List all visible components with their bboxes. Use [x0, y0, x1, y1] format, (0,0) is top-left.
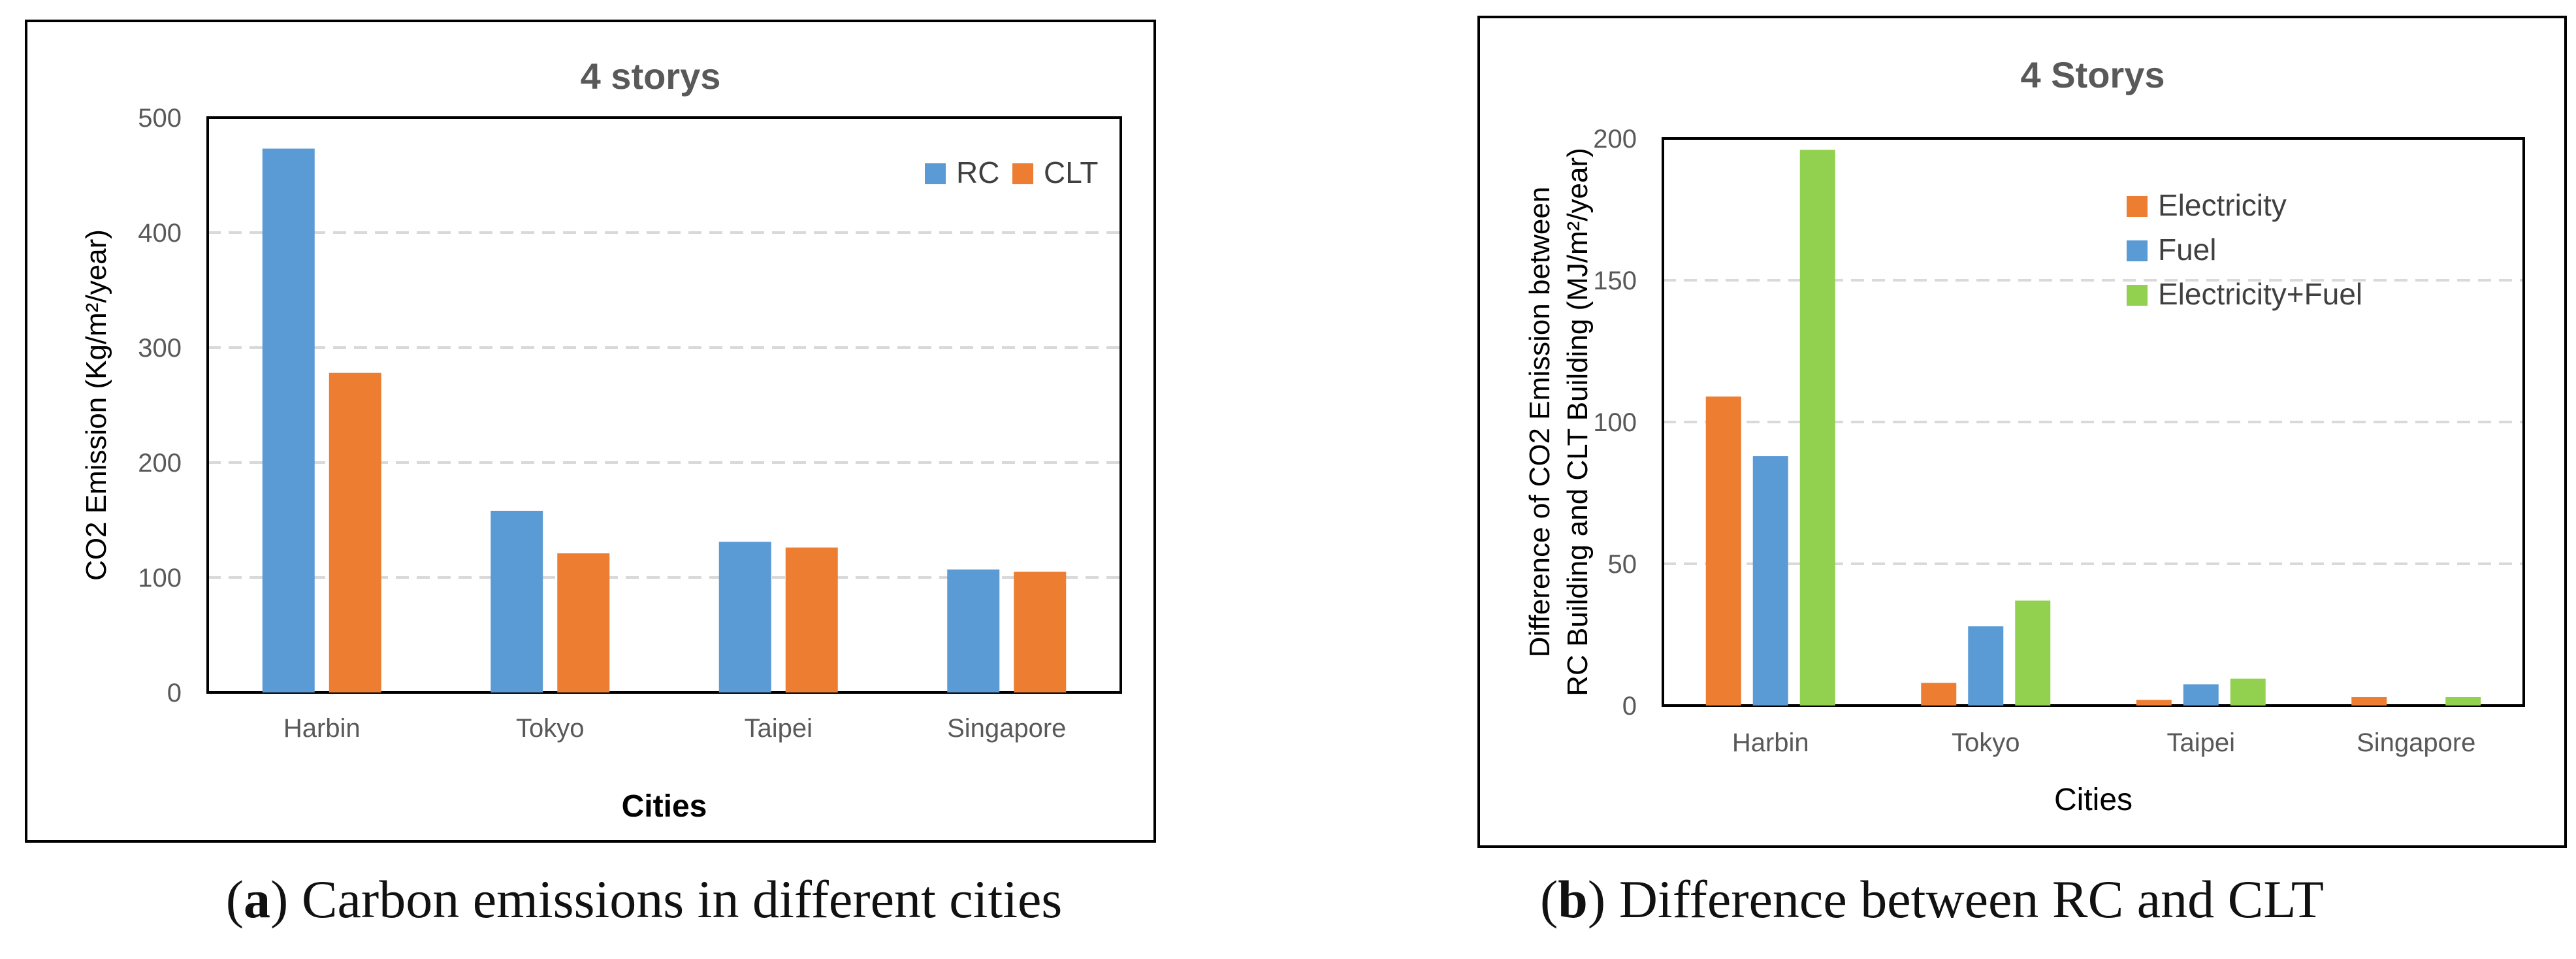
y-axis-label: CO2 Emission (Kg/m²/year): [80, 229, 112, 581]
legend-label: CLT: [1044, 155, 1099, 189]
legend-label: Electricity+Fuel: [2158, 277, 2362, 311]
chart-a: 4 storys 0 100 200 300 400 500 Harbin Tokyo Taipe…: [25, 20, 1156, 843]
plot-area: [1662, 137, 2525, 707]
x-tick-label: Harbin: [283, 714, 361, 743]
caption-a-label: a: [244, 870, 270, 929]
y-axis-label-line1: Difference of CO2 Emission between: [1524, 187, 1556, 658]
x-axis-label: Cities: [2054, 783, 2133, 817]
legend-label: RC: [956, 155, 999, 189]
bar-electricity-singapore: [2351, 696, 2387, 706]
chart-frame: [25, 20, 1156, 843]
caption-a-text: Carbon emissions in different cities: [301, 870, 1063, 929]
x-tick-label: Taipei: [2166, 728, 2235, 757]
bar-electricity-taipei: [2136, 700, 2172, 706]
bar-clt-tokyo: [557, 553, 610, 692]
chart-panel-b: 4 Storys 0 50 100 150 200 Harbin Tokyo Taipei Sin…: [1288, 0, 2576, 959]
chart-frame: [1477, 16, 2567, 848]
bar-clt-harbin: [329, 372, 381, 692]
y-tick-label: 150: [1593, 267, 1637, 295]
caption-b-label: b: [1558, 870, 1588, 929]
caption-b-text: Difference between RC and CLT: [1618, 870, 2325, 929]
y-tick-label: 0: [167, 679, 182, 707]
bar-clt-singapore: [1014, 572, 1067, 692]
y-tick-label: 200: [138, 449, 182, 478]
bar-clt-taipei: [785, 547, 838, 692]
bar-electricity-tokyo: [1921, 683, 1957, 706]
y-tick-label: 0: [1622, 692, 1637, 721]
legend-swatch: [1012, 163, 1033, 184]
legend-swatch: [925, 163, 946, 184]
plot-area: [206, 116, 1122, 694]
y-tick-label: 500: [138, 104, 182, 133]
x-tick-label: Tokyo: [1952, 728, 2020, 757]
bar-fuel-taipei: [2183, 684, 2219, 706]
bar-electricity-fuel-taipei: [2230, 678, 2266, 706]
legend-label: Electricity: [2158, 188, 2287, 222]
bar-rc-taipei: [718, 542, 771, 692]
bar-rc-tokyo: [491, 510, 543, 692]
bar-rc-singapore: [947, 569, 1000, 692]
x-tick-label: Singapore: [947, 714, 1066, 743]
bar-electricity-fuel-tokyo: [2015, 600, 2051, 706]
y-tick-label: 100: [1593, 408, 1637, 437]
chart-b: 4 Storys 0 50 100 150 200 Harbin Tokyo Taipei Sin…: [1477, 16, 2567, 848]
y-tick-label: 50: [1608, 550, 1637, 579]
x-tick-label: Singapore: [2357, 728, 2475, 757]
bar-fuel-harbin: [1752, 456, 1788, 706]
chart-title: 4 storys: [581, 56, 721, 97]
bar-rc-harbin: [262, 148, 315, 692]
x-axis-label: Cities: [622, 789, 707, 824]
caption-b: (b) Difference between RC and CLT: [1539, 870, 2325, 929]
bar-fuel-tokyo: [1968, 626, 2004, 706]
bar-electricity-fuel-harbin: [1799, 150, 1835, 706]
y-tick-label: 200: [1593, 125, 1637, 154]
x-tick-label: Tokyo: [516, 714, 585, 743]
legend-swatch: [2127, 196, 2148, 217]
legend-label: Fuel: [2158, 233, 2216, 267]
y-axis-label-line2: RC Building and CLT Building (MJ/m²/year…: [1562, 148, 1594, 696]
y-tick-label: 400: [138, 219, 182, 248]
bar-electricity-harbin: [1705, 396, 1741, 706]
chart-title: 4 Storys: [2021, 54, 2165, 95]
legend-swatch: [2127, 240, 2148, 261]
legend-swatch: [2127, 285, 2148, 306]
chart-panel-a: 4 storys 0 100 200 300 400 500 Harbin Tokyo Taipe…: [25, 20, 1156, 929]
x-tick-label: Taipei: [744, 714, 813, 743]
y-tick-label: 100: [138, 564, 182, 593]
caption-a: (a) Carbon emissions in different cities: [225, 870, 1063, 929]
x-tick-label: Harbin: [1732, 728, 1809, 757]
y-tick-label: 300: [138, 334, 182, 363]
bar-electricity-fuel-singapore: [2445, 696, 2481, 706]
